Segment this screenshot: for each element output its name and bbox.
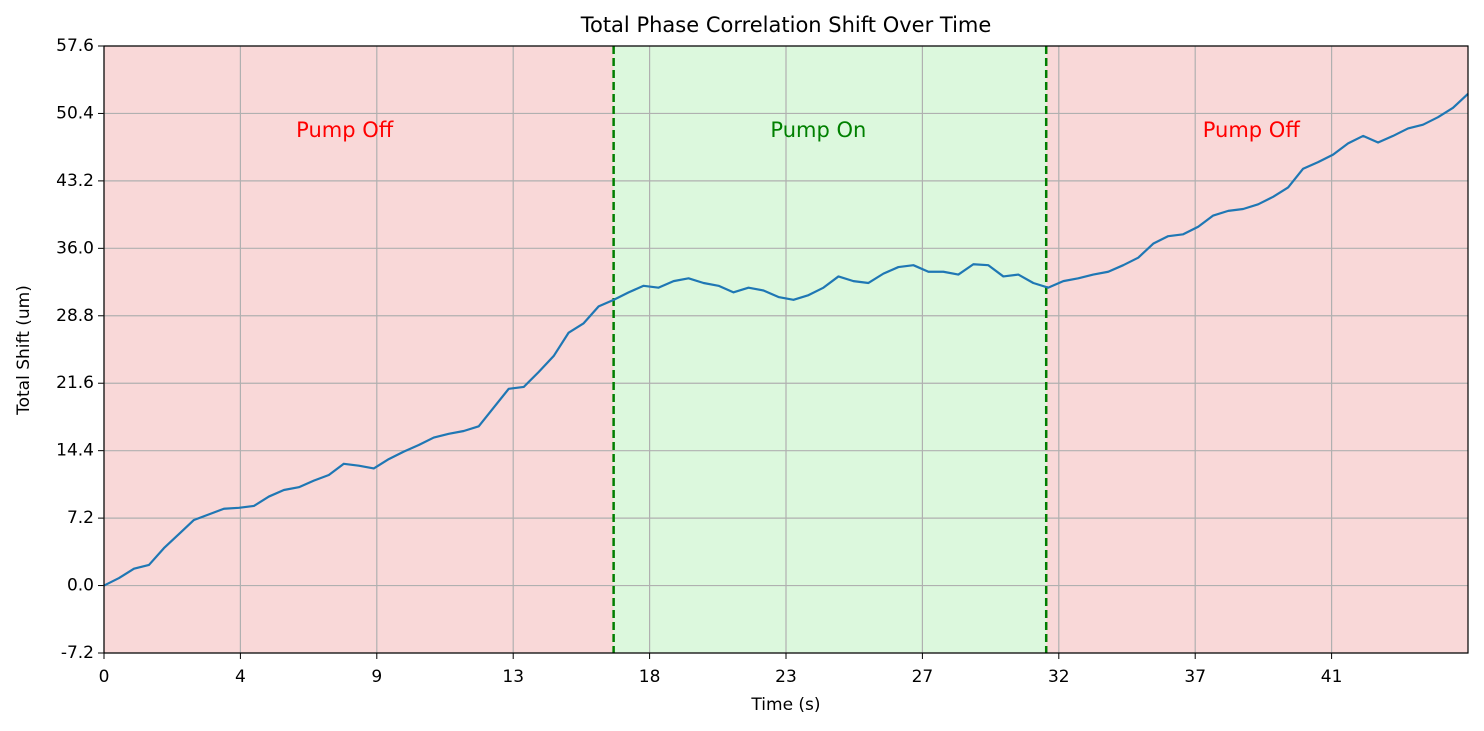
y-tick-label: 7.2 [67, 508, 94, 528]
x-tick-label: 37 [1184, 667, 1206, 687]
y-tick-label: 0.0 [67, 576, 94, 596]
y-tick-label: 28.8 [56, 306, 94, 326]
y-tick-label: 14.4 [56, 441, 94, 461]
y-tick-label: 57.6 [56, 36, 94, 56]
x-tick-label: 18 [639, 667, 661, 687]
y-tick-label: 50.4 [56, 103, 94, 123]
annotation: Pump Off [1203, 118, 1301, 142]
x-tick-label: 41 [1321, 667, 1343, 687]
y-tick-label: 43.2 [56, 171, 94, 191]
x-tick-label: 9 [371, 667, 382, 687]
x-axis-label: Time (s) [750, 695, 820, 715]
chart-title: Total Phase Correlation Shift Over Time [580, 13, 992, 37]
x-tick-label: 13 [502, 667, 524, 687]
shaded-region [613, 46, 1047, 653]
y-tick-label: 36.0 [56, 238, 94, 258]
shaded-region [1046, 46, 1468, 653]
plot-frame [103, 45, 1469, 654]
annotation: Pump Off [296, 118, 394, 142]
x-tick-label: 32 [1048, 667, 1070, 687]
annotation: Pump On [770, 118, 866, 142]
y-tick-label: -7.2 [61, 643, 94, 663]
x-tick-label: 27 [912, 667, 934, 687]
x-tick-label: 4 [235, 667, 246, 687]
y-axis-label: Total Shift (um) [14, 285, 34, 416]
data-line [103, 92, 1469, 587]
y-tick-label: 21.6 [56, 373, 94, 393]
x-tick-label: 0 [99, 667, 110, 687]
shaded-region [104, 46, 614, 653]
x-tick-label: 23 [775, 667, 797, 687]
